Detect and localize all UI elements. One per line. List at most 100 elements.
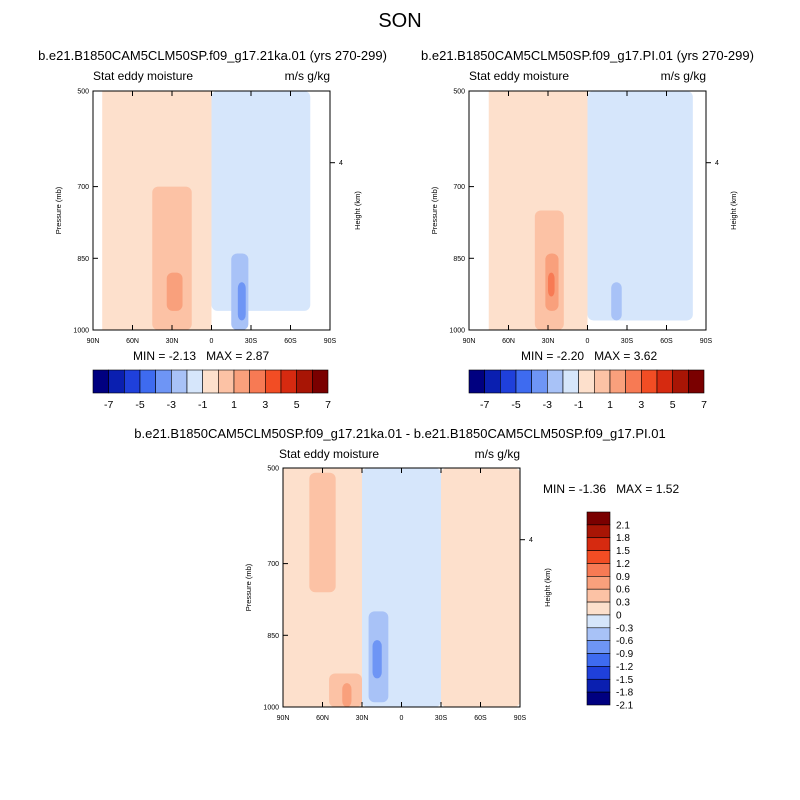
x-tick-label: 90N (277, 715, 290, 722)
colorbar-swatch (186, 369, 203, 394)
x-tick-label: 30N (166, 338, 179, 345)
colorbar-label: -0.9 (616, 649, 634, 660)
y-tick-label: 700 (267, 561, 279, 568)
colorbar-label: 5 (670, 399, 676, 411)
colorbar-label: -0.3 (616, 623, 634, 634)
contour-region (309, 472, 336, 593)
x-tick-label: 90S (324, 338, 337, 345)
min-value: -2.20 (556, 349, 585, 363)
colorbar-swatch (586, 666, 611, 680)
y-tick-label: 1000 (449, 328, 465, 335)
colorbar-swatch (515, 369, 532, 394)
colorbar-swatch (586, 524, 611, 539)
colorbar-swatch (249, 369, 266, 394)
y-tick-label: 850 (453, 256, 465, 263)
y-tick-label: 500 (77, 89, 89, 96)
min-value: -1.36 (578, 482, 607, 496)
colorbar-label: 0.9 (616, 572, 630, 583)
panel-title-pi: b.e21.B1850CAM5CLM50SP.f09_g17.PI.01 (yr… (421, 48, 754, 63)
colorbar-label: -5 (511, 399, 520, 411)
y2-tick-label: 4 (339, 160, 343, 167)
colorbar-label: -1.2 (616, 662, 634, 673)
colorbar-swatch (609, 369, 626, 394)
colorbar-label: -3 (543, 399, 552, 411)
contour-region (372, 640, 382, 679)
colorbar-label: 1 (231, 399, 237, 411)
x-tick-label: 30S (245, 338, 258, 345)
colorbar-swatch (562, 369, 579, 394)
x-tick-label: 60N (502, 338, 515, 345)
min-label: MIN = (521, 349, 554, 363)
colorbar-label: -7 (480, 399, 489, 411)
colorbar-swatch (586, 588, 611, 603)
contour-region (237, 282, 246, 321)
colorbar-swatch (625, 369, 642, 394)
colorbar-swatch (108, 369, 125, 394)
colorbar-swatch (586, 627, 611, 641)
units-label-diff: m/s g/kg (474, 447, 520, 461)
x-tick-label: 0 (210, 338, 214, 345)
colorbar-swatch (672, 369, 689, 394)
contour-region (611, 282, 622, 321)
colorbar-swatch (586, 640, 611, 654)
colorbar-swatch (586, 537, 611, 551)
y-axis-title: Pressure (mb) (54, 186, 63, 234)
colorbar-label: 7 (325, 399, 331, 411)
contour-region (342, 683, 352, 707)
colorbar-swatch (155, 369, 172, 394)
max-value: 2.87 (245, 349, 270, 363)
stats-diff: MIN = -1.36 MAX = 1.52 (543, 482, 679, 496)
colorbar-swatch (468, 369, 485, 394)
y-axis-title: Pressure (mb) (430, 186, 439, 234)
stats-21ka: MIN = -2.13 MAX = 2.87 (133, 349, 269, 363)
colorbar-label: -1 (574, 399, 583, 411)
variable-label-diff: Stat eddy moisture (279, 447, 380, 461)
panel-title-diff: b.e21.B1850CAM5CLM50SP.f09_g17.21ka.01 -… (134, 426, 666, 441)
colorbar-label: -1 (198, 399, 207, 411)
colorbar-swatch (92, 369, 109, 394)
colorbar-swatch (594, 369, 611, 394)
max-value: 1.52 (655, 482, 680, 496)
y-tick-label: 1000 (73, 328, 89, 335)
colorbar-swatch (586, 653, 611, 667)
colorbar-label: -1.5 (616, 675, 634, 686)
panel-title-21ka: b.e21.B1850CAM5CLM50SP.f09_g17.21ka.01 (… (38, 48, 387, 63)
x-tick-label: 90N (463, 338, 476, 345)
colorbar-swatch (586, 576, 611, 590)
colorbar-label: -5 (135, 399, 144, 411)
colorbar-label: 1.8 (616, 533, 630, 544)
y-tick-label: 500 (453, 89, 465, 96)
colorbar-swatch (578, 369, 595, 394)
y2-axis-title: Height (km) (353, 191, 362, 230)
colorbar-swatch (656, 369, 673, 394)
x-tick-label: 90S (514, 715, 527, 722)
colorbar-swatch (312, 369, 329, 394)
y-tick-label: 850 (77, 256, 89, 263)
colorbar-swatch (586, 511, 611, 526)
colorbar-swatch (202, 369, 219, 394)
colorbar-swatch (531, 369, 548, 394)
y2-tick-label: 4 (715, 160, 719, 167)
colorbar-label: -2.1 (616, 701, 634, 712)
y2-tick-label: 4 (529, 537, 533, 544)
x-tick-label: 60S (660, 338, 673, 345)
colorbar-label: 5 (294, 399, 300, 411)
colorbar-swatch (586, 550, 611, 564)
x-tick-label: 30N (542, 338, 555, 345)
colorbar-label: 1.5 (616, 546, 630, 557)
colorbar-swatch (586, 563, 611, 577)
stats-pi: MIN = -2.20 MAX = 3.62 (521, 349, 657, 363)
colorbar-swatch (688, 369, 705, 394)
max-value: 3.62 (633, 349, 658, 363)
colorbar-label: -7 (104, 399, 113, 411)
colorbar-swatch (139, 369, 156, 394)
variable-label-pi: Stat eddy moisture (469, 69, 570, 83)
colorbar-label: 3 (638, 399, 644, 411)
x-tick-label: 90N (87, 338, 100, 345)
contour-region (587, 91, 693, 321)
x-tick-label: 90S (700, 338, 713, 345)
y-tick-label: 850 (267, 633, 279, 640)
y-tick-label: 700 (77, 184, 89, 191)
x-tick-label: 60N (126, 338, 139, 345)
colorbar-swatch (586, 691, 611, 706)
